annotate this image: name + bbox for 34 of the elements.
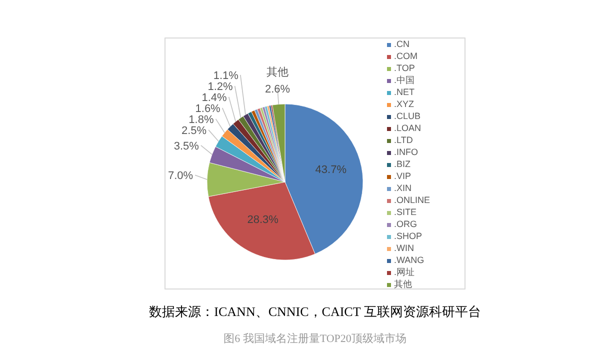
legend-label: .CN bbox=[394, 39, 410, 49]
legend-label: .ONLINE bbox=[394, 195, 430, 205]
legend-label: .VIP bbox=[394, 171, 412, 181]
legend-label: .中国 bbox=[394, 75, 415, 85]
data-label: 1.4% bbox=[202, 92, 228, 104]
source-note: 数据来源：ICANN、CNNIC，CAICT 互联网资源科研平台 bbox=[149, 304, 481, 319]
legend-label: .SHOP bbox=[394, 231, 422, 241]
legend-label: .SITE bbox=[394, 207, 417, 217]
caption: 图6 我国域名注册量TOP20顶级域市场 bbox=[224, 332, 406, 345]
legend-label: .XYZ bbox=[394, 99, 415, 109]
legend-label: .WANG bbox=[394, 255, 424, 265]
legend-label: .INFO bbox=[394, 147, 418, 157]
legend-label: .WIN bbox=[394, 243, 414, 253]
data-label: 3.5% bbox=[174, 140, 200, 152]
data-label: 28.3% bbox=[247, 214, 279, 226]
legend-label: .LOAN bbox=[394, 123, 422, 133]
data-label: 1.1% bbox=[213, 70, 239, 82]
data-label: 2.5% bbox=[181, 124, 207, 137]
legend-label: .NET bbox=[394, 87, 416, 97]
data-label: 其他 2.6% bbox=[264, 65, 290, 96]
legend-label: .LTD bbox=[394, 135, 414, 145]
legend-label: .BIZ bbox=[394, 159, 412, 169]
legend-label: .ORG bbox=[394, 219, 418, 229]
legend-label: .网址 bbox=[394, 267, 415, 277]
legend-label: .COM bbox=[394, 51, 418, 61]
legend-label: .CLUB bbox=[394, 111, 421, 121]
legend-label: .TOP bbox=[394, 63, 415, 73]
data-label: 1.8% bbox=[188, 114, 214, 126]
data-label: 1.2% bbox=[208, 80, 234, 93]
data-label: 7.0% bbox=[168, 170, 194, 182]
data-label: 43.7% bbox=[315, 164, 347, 176]
data-label: 1.6% bbox=[195, 102, 221, 115]
legend-label: 其他 bbox=[394, 279, 412, 289]
legend-label: .XIN bbox=[394, 183, 412, 193]
